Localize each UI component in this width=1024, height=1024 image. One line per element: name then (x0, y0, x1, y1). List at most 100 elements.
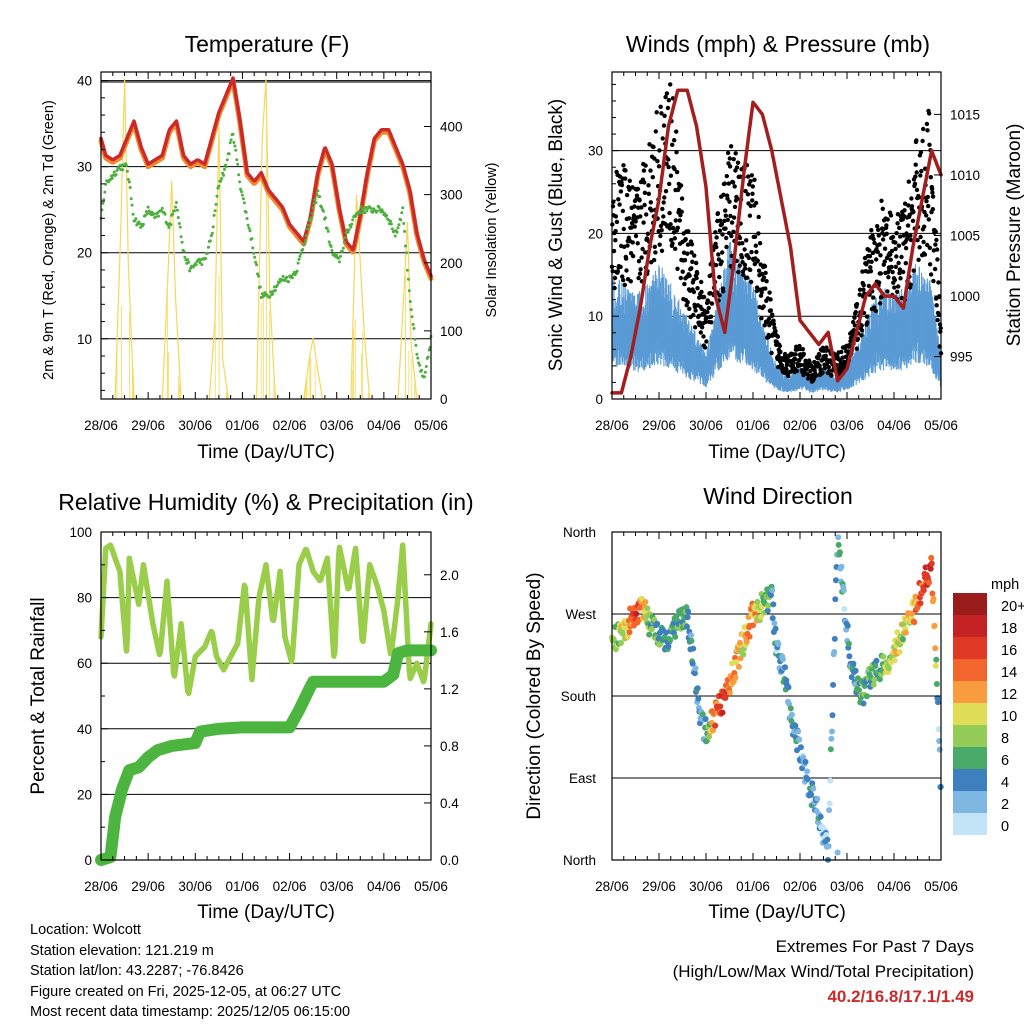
direction-point (823, 832, 830, 838)
gust-point (922, 252, 928, 257)
gust-point (903, 246, 909, 251)
direction-point (928, 560, 935, 567)
gust-point (754, 249, 759, 255)
gust-point (743, 188, 748, 194)
gust-point (822, 366, 828, 371)
gust-point (802, 370, 807, 375)
dewpoint-point (327, 240, 331, 244)
temperature-x-ticks: 28/06 29/06 30/06 01/06 02/06 03/06 04/06 05/06 (84, 72, 448, 433)
gust-point (767, 290, 772, 295)
gust-point (693, 325, 698, 330)
gust-point (635, 241, 640, 246)
dewpoint-point (349, 225, 353, 229)
gust-point (717, 274, 722, 280)
direction-point (768, 592, 774, 599)
dewpoint-point (414, 343, 418, 347)
gust-point (717, 228, 723, 233)
gust-point (871, 236, 876, 242)
gust-point (685, 251, 690, 256)
x-tick-label: 02/06 (783, 418, 817, 433)
dewpoint-point (358, 211, 362, 215)
gust-point (657, 242, 662, 247)
direction-point (876, 676, 883, 683)
dewpoint-point (313, 197, 317, 201)
gust-point (713, 230, 718, 235)
gust-point (886, 275, 891, 280)
gust-point (646, 191, 651, 196)
gust-point (757, 241, 763, 246)
direction-point (642, 599, 649, 605)
dewpoint-point (150, 210, 154, 214)
dewpoint-point (390, 227, 394, 231)
gust-point (661, 214, 666, 219)
gust-point (759, 290, 764, 295)
dewpoint-point (417, 361, 421, 365)
dewpoint-point (342, 240, 346, 244)
gust-point (918, 234, 923, 240)
x-tick-label: 30/06 (689, 418, 723, 433)
dewpoint-point (318, 195, 322, 199)
dewpoint-point (174, 201, 178, 204)
dewpoint-point (314, 201, 318, 205)
dewpoint-point (423, 370, 427, 374)
gust-point (766, 316, 772, 322)
humidity-line (98, 542, 434, 697)
gust-point (928, 272, 934, 277)
gust-point (839, 349, 844, 355)
gust-point (733, 151, 738, 156)
dewpoint-point (305, 234, 308, 238)
direction-point (770, 601, 777, 608)
gust-point (777, 343, 782, 349)
dewpoint-point (426, 355, 430, 359)
dewpoint-point (375, 209, 379, 213)
gust-point (915, 238, 920, 243)
direction-x-ticks: 28/06 29/06 30/06 01/06 02/06 03/06 04/06 05/06 (595, 532, 958, 894)
dewpoint-point (204, 257, 208, 260)
dewpoint-point (163, 212, 167, 216)
gust-point (867, 254, 873, 259)
gust-point (916, 257, 921, 262)
gust-point (736, 269, 741, 275)
colorbar-label: 8 (1001, 731, 1009, 747)
gust-point (859, 333, 864, 338)
gust-point (687, 273, 692, 278)
y-tick-label: 80 (77, 591, 92, 606)
direction-point (670, 620, 677, 626)
gust-point (686, 229, 691, 234)
gust-point (791, 360, 796, 365)
gust-point (768, 308, 774, 313)
gust-point (612, 285, 617, 291)
gust-point (655, 159, 660, 164)
gust-point (920, 138, 925, 144)
gust-point (779, 363, 785, 368)
direction-point (646, 631, 653, 638)
gust-point (930, 190, 935, 195)
dewpoint-point (424, 365, 428, 368)
gust-point (674, 169, 680, 175)
gust-point (714, 235, 719, 240)
direction-xlabel: Time (Day/UTC) (708, 902, 846, 923)
gust-point (823, 353, 828, 358)
x-tick-label: 01/06 (736, 418, 770, 433)
gust-point (869, 259, 874, 264)
dewpoint-point (337, 256, 341, 260)
direction-point (844, 622, 851, 629)
gust-point (659, 248, 665, 253)
gust-point (934, 303, 939, 308)
y2-tick-label: 1010 (950, 168, 980, 183)
gust-point (748, 203, 753, 209)
dewpoint-point (297, 257, 301, 261)
gust-point (630, 240, 635, 245)
colorbar-swatch (953, 615, 987, 637)
direction-point (684, 623, 690, 630)
gust-point (706, 299, 711, 304)
colorbar-label: 4 (1001, 775, 1009, 791)
direction-point (633, 610, 640, 617)
gust-point (641, 168, 647, 173)
gust-point (935, 257, 940, 262)
direction-point (691, 670, 698, 677)
dewpoint-point (182, 249, 186, 253)
gust-point (687, 306, 692, 311)
direction-point (828, 735, 835, 742)
